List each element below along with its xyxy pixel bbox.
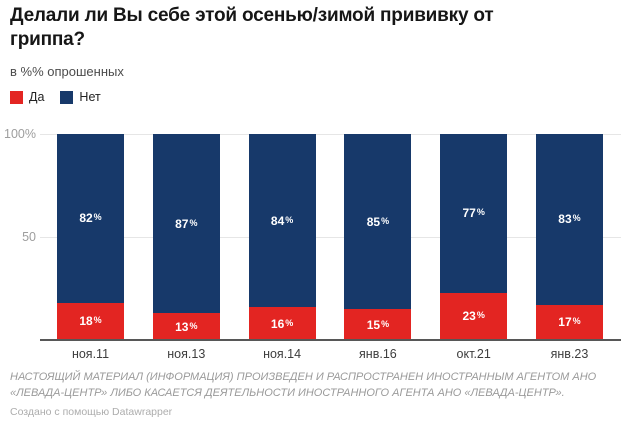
plot-area: 100% 50 82% 18% 87% 13% 84% 16% 85% 15% 77% 23% 83…	[0, 127, 627, 361]
bar-segment-Нет[interactable]: 87%	[152, 134, 220, 314]
x-axis-label: ноя.13	[167, 347, 206, 361]
datawrapper-attribution: Создано с помощью Datawrapper	[10, 406, 173, 418]
bar-янв.16[interactable]: 85% 15%	[344, 134, 412, 340]
y-axis-tick-100: 100%	[4, 127, 36, 141]
bar-segment-Да[interactable]: 16%	[248, 307, 316, 340]
percent-unit: %	[572, 316, 581, 327]
chart-subtitle: в %% опрошенных	[10, 64, 124, 79]
percent-unit: %	[93, 315, 102, 326]
gridline-50	[40, 237, 621, 238]
bar-segment-Да[interactable]: 18%	[57, 302, 124, 340]
bar-value-label: 16%	[270, 316, 294, 331]
percent-unit: %	[189, 217, 198, 228]
gridline-100	[40, 134, 621, 135]
bar-segment-Да[interactable]: 15%	[344, 309, 412, 340]
x-axis-label: янв.23	[550, 347, 589, 361]
bar-value-label: 17%	[558, 315, 581, 330]
x-axis-labels: ноя.11 ноя.13 ноя.14 янв.16 окт.21 янв.23	[57, 347, 603, 361]
bar-segment-Да[interactable]: 17%	[535, 304, 603, 340]
bars: 82% 18% 87% 13% 84% 16% 85% 15% 77% 23% 83% 17%	[57, 134, 603, 340]
bar-окт.21[interactable]: 77% 23%	[440, 134, 508, 340]
legend-swatch-yes	[10, 90, 23, 104]
bar-value-label: 85%	[366, 214, 390, 229]
percent-unit: %	[285, 317, 294, 328]
percent-unit: %	[476, 207, 485, 218]
percent-unit: %	[381, 215, 390, 226]
legend-item-no[interactable]: Нет	[60, 90, 101, 104]
bar-ноя.11[interactable]: 82% 18%	[57, 134, 124, 340]
footer: НАСТОЯЩИЙ МАТЕРИАЛ (ИНФОРМАЦИЯ) ПРОИЗВЕД…	[10, 370, 610, 418]
legend: Да Нет	[10, 90, 101, 104]
bar-segment-Нет[interactable]: 84%	[248, 134, 316, 308]
legend-swatch-no	[60, 90, 74, 104]
bar-value-label: 77%	[462, 206, 485, 221]
bar-value-label: 13%	[175, 319, 198, 334]
percent-unit: %	[476, 310, 485, 321]
percent-unit: %	[381, 318, 390, 329]
bar-value-label: 18%	[79, 314, 102, 329]
bar-segment-Нет[interactable]: 77%	[440, 134, 508, 293]
bar-segment-Да[interactable]: 23%	[440, 292, 508, 340]
bar-value-label: 84%	[270, 213, 294, 228]
bar-segment-Нет[interactable]: 82%	[57, 134, 124, 303]
bar-segment-Да[interactable]: 13%	[152, 313, 220, 340]
bar-ноя.14[interactable]: 84% 16%	[248, 134, 316, 340]
percent-unit: %	[572, 213, 581, 224]
x-axis-label: ноя.11	[71, 347, 110, 361]
bar-value-label: 23%	[462, 309, 485, 324]
x-axis-label: янв.16	[359, 347, 397, 361]
legend-label-yes: Да	[29, 90, 45, 104]
bar-value-label: 83%	[558, 212, 581, 227]
bar-segment-Нет[interactable]: 85%	[344, 134, 412, 310]
x-axis-label: окт.21	[456, 347, 491, 361]
percent-unit: %	[93, 212, 102, 223]
bar-ноя.13[interactable]: 87% 13%	[152, 134, 220, 340]
percent-unit: %	[189, 320, 198, 331]
foreign-agent-disclaimer: НАСТОЯЩИЙ МАТЕРИАЛ (ИНФОРМАЦИЯ) ПРОИЗВЕД…	[10, 371, 597, 399]
y-axis-tick-50: 50	[22, 230, 36, 244]
bar-value-label: 87%	[175, 216, 198, 231]
percent-unit: %	[285, 214, 294, 225]
bar-value-label: 82%	[79, 211, 102, 226]
bar-янв.23[interactable]: 83% 17%	[535, 134, 603, 340]
legend-item-yes[interactable]: Да	[10, 90, 44, 104]
x-axis-label: ноя.14	[263, 347, 302, 361]
bar-value-label: 15%	[366, 317, 390, 332]
bar-segment-Нет[interactable]: 83%	[535, 134, 603, 305]
chart-title: Делали ли Вы себе этой осенью/зимой прив…	[10, 5, 494, 50]
legend-label-no: Нет	[79, 90, 101, 104]
x-axis-line	[40, 339, 621, 341]
